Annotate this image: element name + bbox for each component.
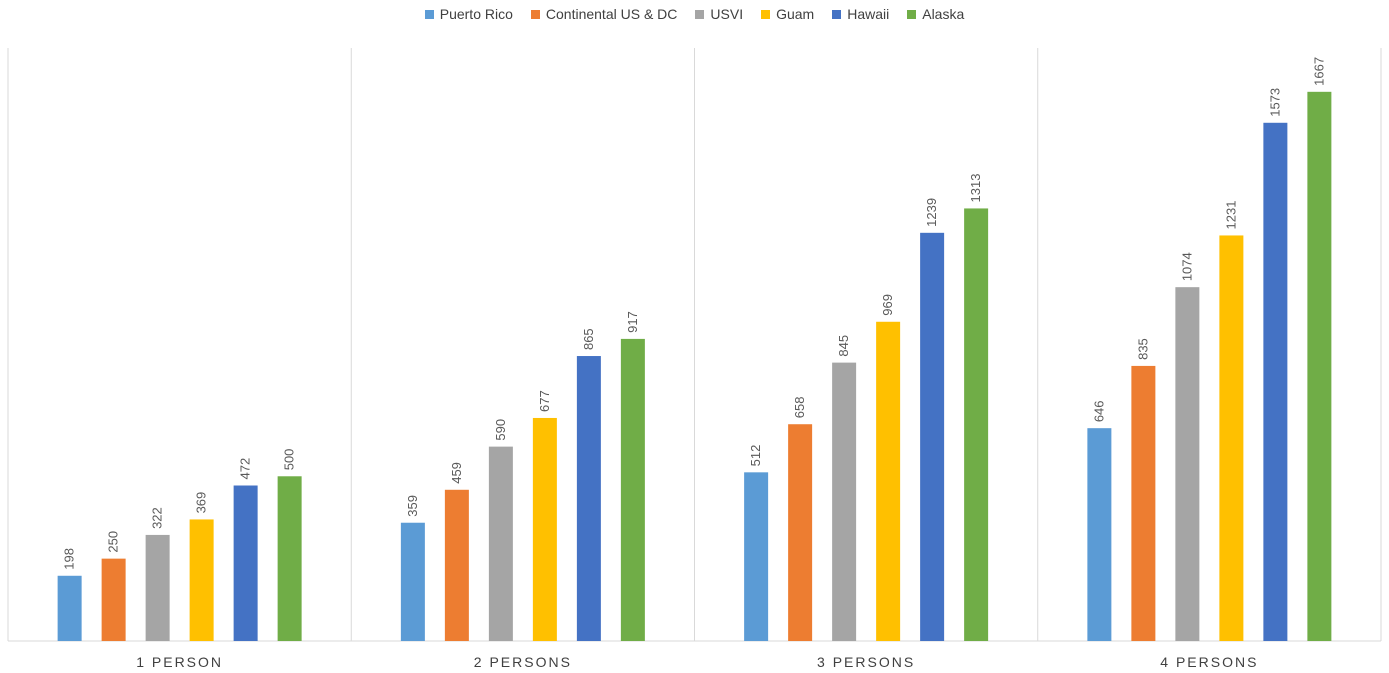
data-label-guam-1-person: 369: [194, 492, 209, 514]
data-label-usvi-2-persons: 590: [493, 419, 508, 441]
legend-swatch: [761, 9, 771, 19]
data-label-guam-2-persons: 677: [537, 390, 552, 412]
legend-item-usvi: USVI: [695, 6, 743, 22]
bar-puerto-rico-4-persons: [1087, 428, 1112, 641]
bar-guam-2-persons: [532, 417, 557, 641]
bar-alaska-1-person: [277, 476, 302, 641]
data-label-usvi-4-persons: 1074: [1179, 252, 1194, 281]
bar-continental-us-and-dc-4-persons: [1131, 365, 1156, 641]
data-label-usvi-3-persons: 845: [836, 335, 851, 357]
bar-continental-us-and-dc-2-persons: [444, 489, 469, 641]
data-label-guam-4-persons: 1231: [1223, 201, 1238, 230]
data-label-alaska-2-persons: 917: [625, 311, 640, 333]
bar-alaska-4-persons: [1307, 91, 1332, 642]
bar-guam-1-person: [189, 519, 214, 641]
bar-hawaii-1-person: [233, 485, 258, 641]
data-label-puerto-rico-4-persons: 646: [1091, 400, 1106, 422]
data-label-continental-us-and-dc-4-persons: 835: [1135, 338, 1150, 360]
data-label-continental-us-and-dc-2-persons: 459: [449, 462, 464, 484]
data-label-continental-us-and-dc-1-person: 250: [106, 531, 121, 553]
data-label-alaska-1-person: 500: [282, 449, 297, 471]
legend-swatch: [695, 9, 705, 19]
legend-label: Guam: [776, 6, 815, 22]
legend-item-alaska: Alaska: [907, 6, 964, 22]
bar-hawaii-3-persons: [920, 232, 945, 641]
data-label-puerto-rico-3-persons: 512: [748, 445, 763, 467]
data-label-hawaii-2-persons: 865: [581, 328, 596, 350]
data-label-usvi-1-person: 322: [150, 507, 165, 529]
data-label-alaska-4-persons: 1667: [1311, 57, 1326, 86]
legend-swatch: [530, 9, 540, 19]
bar-puerto-rico-3-persons: [744, 472, 769, 641]
legend-label: USVI: [710, 6, 744, 22]
bar-hawaii-2-persons: [576, 356, 601, 641]
category-label-2-persons: 2 PERSONS: [474, 654, 572, 670]
bar-usvi-2-persons: [488, 446, 513, 641]
data-label-guam-3-persons: 969: [880, 294, 895, 316]
bar-puerto-rico-1-person: [57, 575, 82, 641]
data-label-hawaii-1-person: 472: [238, 458, 253, 480]
bar-usvi-4-persons: [1175, 287, 1200, 641]
data-label-alaska-3-persons: 1313: [968, 174, 983, 203]
data-label-continental-us-and-dc-3-persons: 658: [792, 397, 807, 419]
bar-continental-us-and-dc-3-persons: [788, 424, 813, 641]
bar-guam-4-persons: [1219, 235, 1244, 641]
category-label-4-persons: 4 PERSONS: [1160, 654, 1258, 670]
legend: Puerto Rico Continental US & DC USVI Guam Ha…: [0, 6, 1389, 22]
bar-hawaii-4-persons: [1263, 122, 1288, 642]
bar-guam-3-persons: [876, 321, 901, 641]
category-label-1-person: 1 PERSON: [136, 654, 223, 670]
legend-item-continental-us-and-dc: Continental US & DC: [530, 6, 678, 22]
data-label-puerto-rico-2-persons: 359: [405, 495, 420, 517]
bar-continental-us-and-dc-1-person: [101, 558, 126, 641]
legend-swatch: [832, 9, 842, 19]
legend-item-guam: Guam: [761, 6, 814, 22]
data-label-puerto-rico-1-person: 198: [62, 548, 77, 570]
bar-puerto-rico-2-persons: [400, 522, 425, 641]
legend-label: Continental US & DC: [545, 6, 678, 22]
legend-label: Alaska: [922, 6, 965, 22]
legend-swatch: [424, 9, 434, 19]
bar-usvi-3-persons: [832, 362, 857, 641]
bar-alaska-3-persons: [964, 208, 989, 641]
legend-item-hawaii: Hawaii: [832, 6, 889, 22]
data-label-hawaii-3-persons: 1239: [924, 198, 939, 227]
bar-alaska-2-persons: [620, 338, 645, 641]
category-label-3-persons: 3 PERSONS: [817, 654, 915, 670]
legend-label: Puerto Rico: [439, 6, 513, 22]
legend-item-puerto-rico: Puerto Rico: [424, 6, 513, 22]
data-label-hawaii-4-persons: 1573: [1267, 88, 1282, 117]
legend-swatch: [907, 9, 917, 19]
legend-label: Hawaii: [847, 6, 890, 22]
bar-usvi-1-person: [145, 534, 170, 641]
